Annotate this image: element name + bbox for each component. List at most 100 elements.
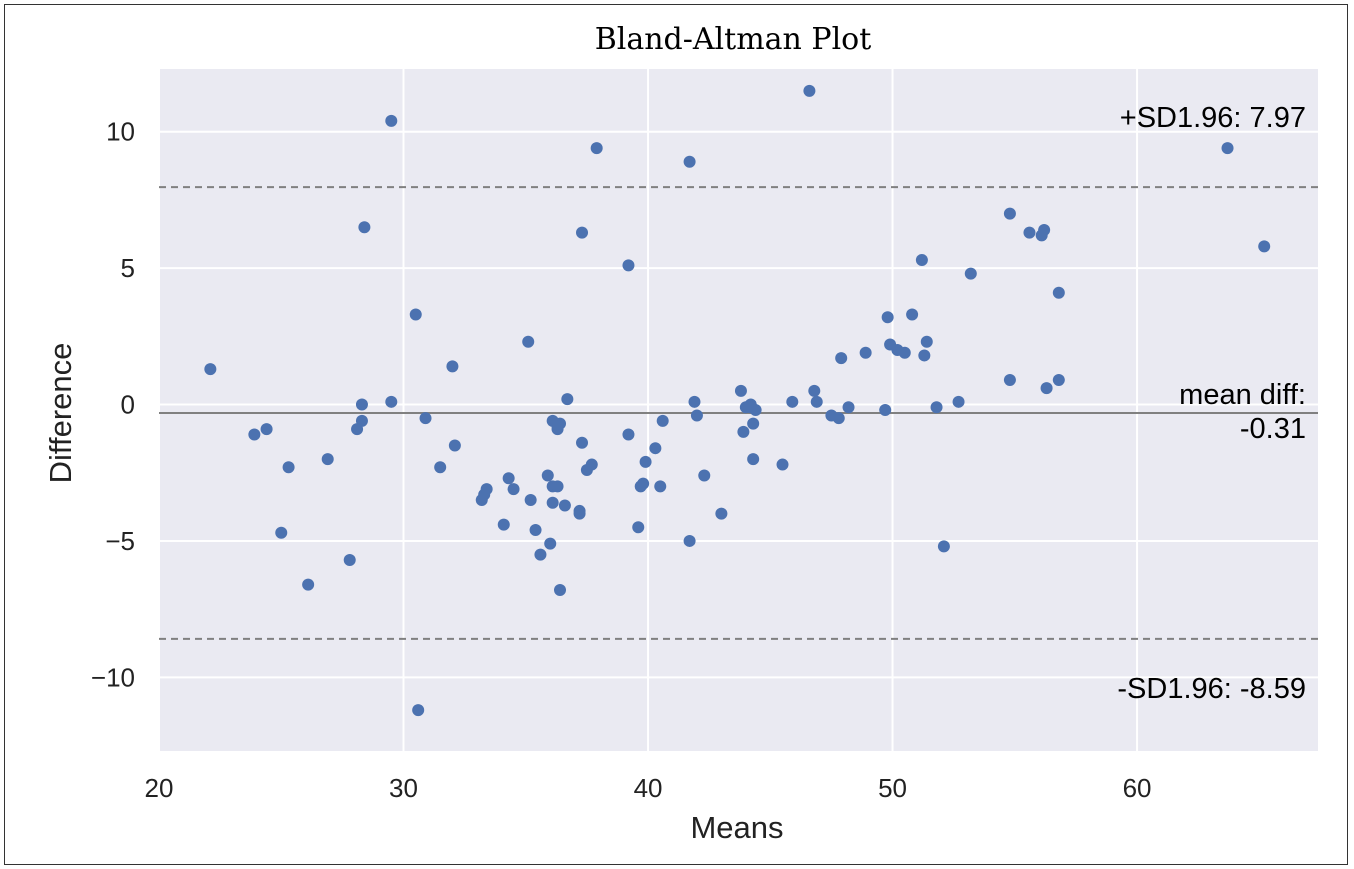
data-point <box>747 453 760 466</box>
x-tick-label: 40 <box>634 773 663 803</box>
data-point <box>649 442 662 455</box>
data-point <box>1052 286 1065 299</box>
data-point <box>915 253 928 266</box>
data-point <box>409 308 422 321</box>
y-tick-label: 5 <box>121 253 135 283</box>
data-point <box>906 308 919 321</box>
data-point <box>918 349 931 362</box>
data-point <box>964 267 977 280</box>
data-point <box>412 704 425 717</box>
data-point <box>343 554 356 567</box>
data-point <box>786 395 799 408</box>
data-point <box>248 428 261 441</box>
data-point <box>776 458 789 471</box>
data-point <box>355 398 368 411</box>
data-point <box>507 483 520 496</box>
data-point <box>385 395 398 408</box>
x-tick-label: 60 <box>1123 773 1152 803</box>
data-point <box>544 537 557 550</box>
plot-area <box>159 69 1318 751</box>
data-point <box>622 259 635 272</box>
data-point <box>1258 240 1271 253</box>
data-point <box>835 352 848 365</box>
data-point <box>529 524 542 537</box>
data-point <box>654 480 667 493</box>
data-point <box>446 360 459 373</box>
data-point <box>632 521 645 534</box>
data-point <box>842 401 855 414</box>
data-point <box>637 477 650 490</box>
data-point <box>879 404 892 416</box>
data-point <box>937 540 950 553</box>
data-point <box>747 417 760 430</box>
data-point <box>419 412 432 425</box>
data-point <box>385 114 398 127</box>
x-tick-label: 50 <box>878 773 907 803</box>
data-point <box>573 504 586 517</box>
y-tick-labels: 10 5 0 −5 −10 <box>91 117 135 693</box>
data-point <box>497 518 510 531</box>
data-point <box>698 469 711 482</box>
data-point <box>434 461 447 474</box>
data-point <box>355 414 368 427</box>
data-point <box>576 436 589 449</box>
data-point <box>639 455 652 468</box>
data-point <box>522 335 535 348</box>
data-points <box>204 84 1271 717</box>
mean-label-line-1: mean diff: <box>1179 379 1306 411</box>
x-axis-label: Means <box>690 810 783 845</box>
data-point <box>524 494 537 507</box>
data-point <box>715 507 728 520</box>
x-tick-label: 30 <box>389 773 418 803</box>
data-point <box>1040 382 1053 395</box>
data-point <box>859 346 872 359</box>
data-point <box>749 404 762 416</box>
mean-label-line-2: -0.31 <box>1240 413 1306 445</box>
data-point <box>554 584 567 597</box>
data-point <box>561 393 574 406</box>
data-point <box>683 534 696 547</box>
data-point <box>1003 207 1016 220</box>
data-point <box>690 409 703 422</box>
data-point <box>930 401 943 414</box>
chart-frame: Bland-Altman Plot 20 30 40 50 60 10 5 0 −5 −10 +… <box>4 4 1348 865</box>
data-point <box>558 499 571 512</box>
data-point <box>688 395 701 408</box>
data-point <box>656 414 669 427</box>
y-tick-label: 0 <box>121 390 135 420</box>
reference-annotations: +SD1.96: 7.97 mean diff:-0.31 -SD1.96: -8.… <box>1117 102 1306 705</box>
data-point <box>502 472 515 485</box>
data-point <box>321 453 334 466</box>
data-point <box>622 428 635 441</box>
data-point <box>260 423 273 436</box>
data-point <box>1221 142 1234 155</box>
data-point <box>541 469 554 482</box>
data-point <box>282 461 295 474</box>
data-point <box>546 496 559 509</box>
data-point <box>803 84 816 97</box>
x-tick-labels: 20 30 40 50 60 <box>145 773 1152 803</box>
upper-label: +SD1.96: 7.97 <box>1120 102 1306 134</box>
data-point <box>734 384 747 397</box>
data-point <box>810 395 823 408</box>
data-point <box>204 363 217 376</box>
y-tick-label: 10 <box>106 117 135 147</box>
data-point <box>302 578 315 591</box>
chart-title: Bland-Altman Plot <box>595 22 872 57</box>
data-point <box>1038 223 1051 236</box>
reference-lines <box>159 186 1318 640</box>
y-tick-label: −5 <box>105 526 135 556</box>
lower-label: -SD1.96: -8.59 <box>1117 673 1306 705</box>
x-tick-label: 20 <box>145 773 174 803</box>
data-point <box>275 526 288 539</box>
data-point <box>551 480 564 493</box>
data-point <box>590 142 603 155</box>
data-point <box>534 548 547 561</box>
y-tick-label: −10 <box>91 662 135 692</box>
data-point <box>585 458 598 471</box>
data-point <box>448 439 461 452</box>
data-point <box>881 311 894 324</box>
grid-lines <box>158 69 1318 751</box>
data-point <box>1023 226 1036 239</box>
data-point <box>898 346 911 359</box>
